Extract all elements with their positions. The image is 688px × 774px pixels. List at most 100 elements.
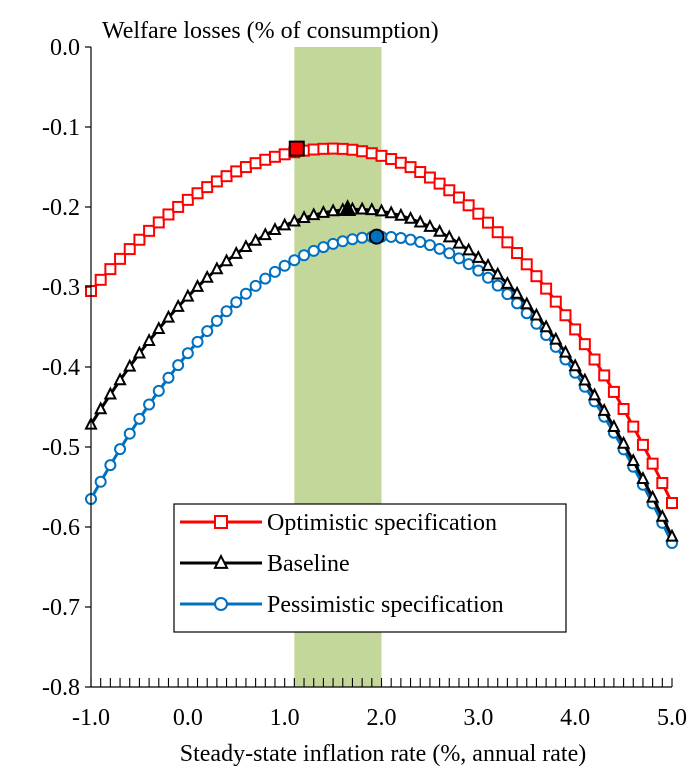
series-point [210,261,224,275]
series-point [181,347,194,360]
series-point [123,427,136,440]
series-point [491,279,504,292]
series-point [133,412,146,425]
series-point [259,272,272,285]
series-point [481,257,495,271]
series-point [501,288,514,301]
legend-label: Pessimistic specification [267,592,504,618]
series-point [288,254,301,267]
series-point [268,150,281,163]
x-tick-layer: -1.0 0.0 1.0 2.0 3.0 4.0 5.0 [72,678,687,731]
series-point [578,372,592,386]
series-point [374,203,389,217]
series-point [385,230,398,243]
series-point [384,205,398,219]
series-point [491,266,505,280]
series-point [433,177,446,190]
series-point [114,252,127,265]
series-point [394,231,407,244]
series-point [123,243,136,256]
series-point [636,438,649,451]
series-point [375,149,388,162]
y-tick-label: -0.8 [42,675,80,701]
x-tick-label: 0.0 [173,705,203,731]
series-point [171,298,185,312]
y-tick-label: -0.5 [42,435,80,461]
series-point [404,233,417,246]
series-point [201,181,214,194]
series-point [268,265,281,278]
series-point [423,239,436,252]
series-point [317,142,330,155]
y-tick-label: -0.2 [42,195,80,221]
series-point [549,331,563,345]
series-point [559,309,572,322]
series-point [462,242,476,256]
series-point [491,226,504,239]
series-point [568,358,582,372]
series-point [452,191,465,204]
series-point [558,344,573,358]
series-point [268,222,282,235]
x-tick-label: 2.0 [367,705,397,731]
series-point [94,273,107,286]
y-tick-label: -0.4 [42,355,80,381]
series-point [113,372,127,386]
series-point [433,242,446,255]
series-point [443,184,456,197]
series-point [229,245,243,259]
series-point [123,358,137,372]
series-triangle [84,199,679,542]
series-point [423,171,436,184]
x-tick-label: 5.0 [657,705,687,731]
series-point [394,156,407,169]
series-point [443,247,456,260]
series-point [452,252,465,265]
y-tick-label: -0.6 [42,515,80,541]
series-point [432,223,447,237]
series-point [365,147,378,160]
series-point [230,165,243,178]
series-point [152,216,165,229]
series-point [143,224,156,237]
series-point [191,335,204,348]
series-point [336,142,349,155]
y-tick-label: -0.7 [42,595,80,621]
series-point [161,309,176,323]
legend-label: Baseline [267,551,350,577]
series-point [588,353,601,366]
series-point [258,227,272,241]
series-point [201,325,214,338]
series-point [142,332,156,346]
series-point [94,401,108,415]
series-point [365,202,379,216]
series-point [626,453,640,467]
series-point [511,297,524,310]
series-point [298,249,311,262]
series-point [220,170,233,183]
x-tick-label: 1.0 [270,705,300,731]
x-axis-title: Steady-state inflation rate (%, annual r… [180,741,587,767]
series-point [646,457,659,470]
series-point [210,314,223,327]
series-point [220,305,233,318]
series-point [356,145,369,158]
series-point [152,384,165,397]
series-point [471,249,485,263]
series-point [617,402,630,415]
legend-marker [213,553,229,569]
series-point [327,142,340,155]
series-point [549,295,562,308]
series-point [462,199,475,212]
series-point [413,214,427,228]
series-point [133,233,146,246]
series-point [385,153,398,166]
series-point [645,489,660,503]
series-point [346,143,359,156]
series-point [529,307,544,321]
series-point [462,258,475,271]
series-point [104,263,117,276]
series-point [230,296,243,309]
y-tick-label: 0.0 [50,35,80,61]
series-point [540,282,553,295]
